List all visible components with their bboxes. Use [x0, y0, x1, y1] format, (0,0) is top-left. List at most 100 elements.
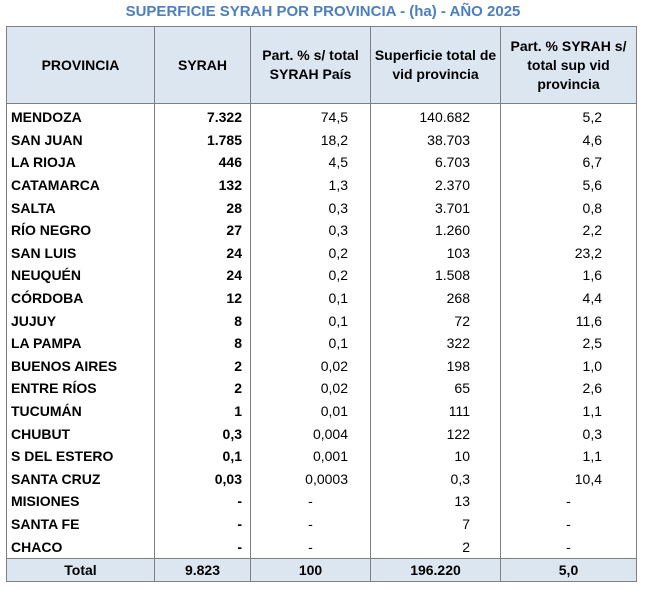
- cell-provincia: JUJUY: [6, 309, 155, 332]
- cell-sup-total: 103: [370, 241, 501, 265]
- cell-part-prov: 1,6: [500, 264, 637, 287]
- cell-sup-total: 65: [370, 377, 501, 400]
- cell-sup-total: 2: [370, 535, 501, 559]
- cell-part-prov: 1,0: [500, 354, 637, 378]
- header-syrah: SYRAH: [154, 26, 251, 104]
- table-row: ENTRE RÍOS 2 0,02 65 2,6: [6, 377, 637, 400]
- cell-part-pais: 0,3: [250, 196, 371, 219]
- cell-part-prov: 1,1: [500, 444, 637, 468]
- header-row: PROVINCIA SYRAH Part. % s/ total SYRAH P…: [6, 26, 637, 104]
- cell-sup-total: 140.682: [370, 103, 501, 129]
- cell-provincia: CHACO: [6, 535, 155, 559]
- cell-syrah: 24: [154, 264, 251, 287]
- table-row: SAN LUIS 24 0,2 103 23,2: [6, 241, 637, 265]
- table-row: JUJUY 8 0,1 72 11,6: [6, 309, 637, 332]
- cell-syrah: 28: [154, 196, 251, 219]
- cell-part-prov: 2,2: [500, 218, 637, 242]
- table-row: CATAMARCA 132 1,3 2.370 5,6: [6, 173, 637, 197]
- cell-syrah: 132: [154, 173, 251, 197]
- cell-syrah: 0,03: [154, 467, 251, 491]
- cell-syrah: 24: [154, 241, 251, 265]
- cell-syrah: 8: [154, 309, 251, 332]
- cell-part-prov: 1,1: [500, 399, 637, 423]
- cell-provincia: TUCUMÁN: [6, 399, 155, 423]
- cell-provincia: RÍO NEGRO: [6, 218, 155, 242]
- cell-sup-total: 7: [370, 512, 501, 536]
- syrah-table: PROVINCIA SYRAH Part. % s/ total SYRAH P…: [6, 26, 637, 582]
- cell-part-pais: 0,0003: [250, 467, 371, 491]
- cell-part-prov: 4,4: [500, 286, 637, 310]
- total-part-prov: 5,0: [500, 557, 637, 582]
- cell-part-pais: 0,1: [250, 286, 371, 310]
- cell-sup-total: 38.703: [370, 128, 501, 152]
- table-title: SUPERFICIE SYRAH POR PROVINCIA - (ha) - …: [125, 3, 521, 20]
- cell-provincia: NEUQUÉN: [6, 264, 155, 287]
- table-row: BUENOS AIRES 2 0,02 198 1,0: [6, 354, 637, 378]
- cell-syrah: 27: [154, 218, 251, 242]
- header-part-prov: Part. % SYRAH s/ total sup vid provincia: [500, 26, 637, 104]
- cell-part-pais: 0,02: [250, 354, 371, 378]
- total-part-pais: 100: [250, 557, 371, 582]
- cell-syrah: 0,3: [154, 422, 251, 445]
- table-row: CÓRDOBA 12 0,1 268 4,4: [6, 286, 637, 310]
- cell-sup-total: 1.508: [370, 264, 501, 287]
- table-row: CHUBUT 0,3 0,004 122 0,3: [6, 422, 637, 445]
- cell-part-pais: -: [250, 535, 371, 559]
- cell-part-prov: 11,6: [500, 309, 637, 332]
- cell-part-prov: -: [500, 490, 637, 513]
- cell-syrah: 12: [154, 286, 251, 310]
- cell-syrah: 7.322: [154, 103, 251, 129]
- header-part-pais: Part. % s/ total SYRAH País: [250, 26, 371, 104]
- total-label: Total: [6, 557, 155, 582]
- cell-part-prov: 23,2: [500, 241, 637, 265]
- table-row: MENDOZA 7.322 74,5 140.682 5,2: [6, 103, 637, 129]
- table-row: RÍO NEGRO 27 0,3 1.260 2,2: [6, 218, 637, 242]
- cell-sup-total: 3.701: [370, 196, 501, 219]
- cell-sup-total: 2.370: [370, 173, 501, 197]
- cell-part-pais: 0,2: [250, 241, 371, 265]
- cell-sup-total: 198: [370, 354, 501, 378]
- table-row: SANTA CRUZ 0,03 0,0003 0,3 10,4: [6, 467, 637, 491]
- cell-syrah: -: [154, 490, 251, 513]
- cell-part-pais: 0,01: [250, 399, 371, 423]
- cell-sup-total: 1.260: [370, 218, 501, 242]
- cell-part-pais: 0,2: [250, 264, 371, 287]
- cell-provincia: SANTA FE: [6, 512, 155, 536]
- cell-part-pais: 0,3: [250, 218, 371, 242]
- table-row: LA PAMPA 8 0,1 322 2,5: [6, 331, 637, 355]
- cell-part-pais: 0,001: [250, 444, 371, 468]
- cell-sup-total: 122: [370, 422, 501, 445]
- cell-part-prov: 0,8: [500, 196, 637, 219]
- cell-provincia: BUENOS AIRES: [6, 354, 155, 378]
- cell-part-pais: 0,1: [250, 309, 371, 332]
- table-row: SALTA 28 0,3 3.701 0,8: [6, 196, 637, 219]
- cell-part-pais: -: [250, 490, 371, 513]
- cell-syrah: 2: [154, 354, 251, 378]
- cell-part-pais: 74,5: [250, 103, 371, 129]
- cell-part-prov: 5,6: [500, 173, 637, 197]
- cell-provincia: SANTA CRUZ: [6, 467, 155, 491]
- cell-syrah: 2: [154, 377, 251, 400]
- cell-provincia: S DEL ESTERO: [6, 444, 155, 468]
- cell-part-pais: 0,004: [250, 422, 371, 445]
- cell-part-pais: -: [250, 512, 371, 536]
- cell-part-prov: -: [500, 535, 637, 559]
- cell-sup-total: 0,3: [370, 467, 501, 491]
- table-row: SANTA FE - -7-: [6, 512, 637, 536]
- cell-provincia: ENTRE RÍOS: [6, 377, 155, 400]
- cell-syrah: 446: [154, 151, 251, 174]
- cell-sup-total: 268: [370, 286, 501, 310]
- cell-sup-total: 72: [370, 309, 501, 332]
- cell-part-prov: 4,6: [500, 128, 637, 152]
- cell-sup-total: 111: [370, 399, 501, 423]
- table-row: SAN JUAN 1.785 18,2 38.703 4,6: [6, 128, 637, 152]
- cell-part-pais: 1,3: [250, 173, 371, 197]
- table-row: MISIONES - -13-: [6, 490, 637, 513]
- cell-part-pais: 18,2: [250, 128, 371, 152]
- cell-part-pais: 4,5: [250, 151, 371, 174]
- cell-syrah: -: [154, 535, 251, 559]
- cell-sup-total: 13: [370, 490, 501, 513]
- cell-syrah: 8: [154, 331, 251, 355]
- table-row: TUCUMÁN 1 0,01 111 1,1: [6, 399, 637, 423]
- header-sup-total: Superficie total de vid provincia: [370, 26, 501, 104]
